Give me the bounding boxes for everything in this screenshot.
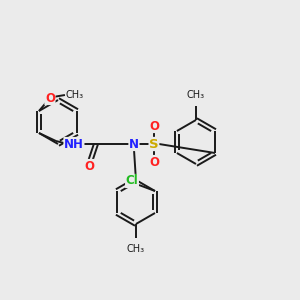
Text: CH₃: CH₃ xyxy=(187,90,205,100)
Text: O: O xyxy=(149,119,159,133)
Text: O: O xyxy=(45,92,55,104)
Text: O: O xyxy=(149,155,159,169)
Text: O: O xyxy=(84,160,94,172)
Text: NH: NH xyxy=(64,137,84,151)
Text: S: S xyxy=(149,137,159,151)
Text: Cl: Cl xyxy=(126,175,138,188)
Text: N: N xyxy=(129,137,139,151)
Text: CH₃: CH₃ xyxy=(127,244,145,254)
Text: CH₃: CH₃ xyxy=(66,90,84,100)
